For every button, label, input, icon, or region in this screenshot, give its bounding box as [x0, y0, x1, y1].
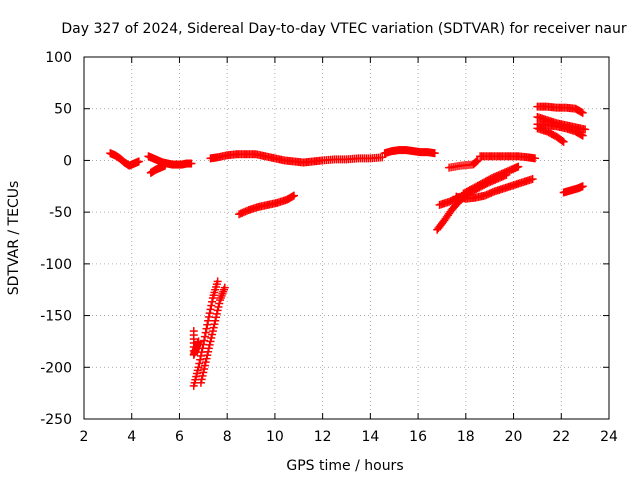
data-point	[528, 175, 537, 184]
data-point	[578, 131, 587, 140]
data-point	[290, 191, 298, 200]
plot-frame	[83, 56, 610, 420]
series	[445, 156, 482, 172]
data-point	[559, 137, 568, 146]
x-tick-label: 16	[409, 429, 427, 445]
y-tick-label: 100	[45, 50, 72, 66]
series	[533, 102, 587, 117]
data-point	[581, 125, 590, 134]
data-point	[201, 358, 210, 367]
x-tick-label: 18	[457, 429, 475, 445]
data-point	[473, 156, 482, 165]
chart-title: Day 327 of 2024, Sidereal Day-to-day VTE…	[61, 21, 627, 37]
data-point	[197, 348, 206, 357]
axis-ticks: 2 4 6 8 10 12 14 16 18 20 22 24100500-50-100-150-20…	[40, 50, 618, 445]
y-tick-label: -50	[49, 205, 72, 221]
data-point	[194, 363, 203, 372]
series	[533, 120, 587, 140]
data-point	[201, 328, 210, 337]
data-point	[215, 299, 224, 308]
data-point	[203, 320, 212, 329]
data-point	[205, 309, 214, 318]
data-point	[210, 320, 219, 329]
series	[380, 146, 439, 158]
data-point	[578, 108, 587, 117]
x-tick-label: 12	[314, 429, 332, 445]
data-point	[207, 333, 216, 342]
x-tick-label: 14	[361, 429, 379, 445]
data-point	[430, 149, 439, 158]
data-point	[187, 159, 196, 168]
series	[189, 327, 203, 359]
data-point	[208, 330, 217, 339]
data-point	[378, 153, 387, 162]
data-point	[220, 283, 229, 292]
data-point	[208, 297, 217, 306]
x-tick-label: 4	[127, 429, 136, 445]
data-point	[206, 337, 215, 346]
series	[146, 161, 170, 177]
data-point	[211, 316, 220, 325]
series	[452, 175, 537, 203]
data-point	[196, 355, 205, 364]
data-point	[134, 157, 143, 166]
grid	[84, 57, 609, 419]
data-point	[212, 309, 221, 318]
data-point	[196, 351, 205, 360]
data-point	[200, 361, 209, 370]
x-tick-label: 20	[505, 429, 523, 445]
data-point	[514, 162, 523, 171]
series	[559, 182, 587, 197]
x-tick-label: 8	[223, 429, 232, 445]
series	[189, 277, 222, 390]
data-point	[214, 302, 223, 311]
data-point	[213, 277, 222, 286]
x-axis-label: GPS time / hours	[286, 458, 403, 474]
y-tick-label: -250	[40, 412, 72, 428]
data-point	[213, 306, 222, 315]
y-tick-label: -150	[40, 309, 72, 325]
data-point	[199, 368, 208, 377]
data-point	[195, 359, 204, 368]
x-tick-label: 6	[175, 429, 184, 445]
data-point	[212, 313, 221, 322]
data-point	[200, 336, 209, 345]
data-point	[161, 161, 170, 170]
y-tick-label: 50	[54, 102, 72, 118]
data-point	[209, 323, 218, 332]
data-point	[202, 324, 211, 333]
series	[144, 152, 196, 169]
y-axis-label: SDTVAR / TECUs	[6, 181, 22, 296]
series	[533, 124, 568, 146]
series	[459, 162, 523, 198]
y-tick-label: 0	[63, 153, 72, 169]
data-point	[204, 316, 213, 325]
data-point	[578, 182, 587, 191]
x-tick-label: 10	[266, 429, 284, 445]
series	[196, 283, 229, 387]
series	[206, 150, 387, 167]
x-tick-label: 24	[600, 429, 618, 445]
series	[235, 191, 298, 219]
data-point	[202, 354, 211, 363]
data-point	[208, 327, 217, 336]
x-tick-label: 2	[80, 429, 89, 445]
data-point	[200, 332, 209, 341]
data-point	[558, 136, 567, 145]
data-point	[207, 301, 216, 310]
data-point	[194, 337, 203, 346]
data-point	[531, 154, 540, 163]
y-tick-label: -100	[40, 257, 72, 273]
data-points	[106, 102, 590, 390]
data-point	[200, 365, 209, 374]
x-tick-label: 22	[552, 429, 570, 445]
data-point	[204, 312, 213, 321]
series	[476, 152, 540, 163]
series	[106, 149, 143, 170]
y-tick-label: -200	[40, 360, 72, 376]
data-point	[206, 305, 215, 314]
